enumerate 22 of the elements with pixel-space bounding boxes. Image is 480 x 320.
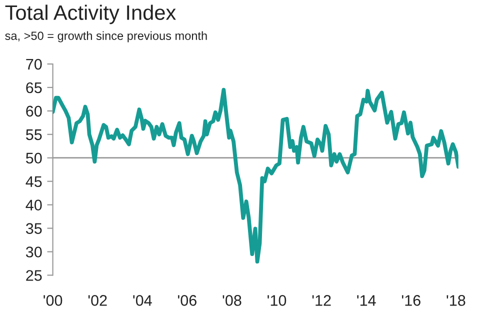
chart-subtitle: sa, >50 = growth since previous month <box>5 31 207 42</box>
x-tick-label: '16 <box>402 295 420 306</box>
y-tick-label: 25 <box>26 270 42 281</box>
x-tick-label: '00 <box>44 295 62 306</box>
y-tick-label: 30 <box>26 246 42 258</box>
x-tick-label: '12 <box>312 295 331 306</box>
x-tick-label: '02 <box>88 295 107 306</box>
x-tick-label: '14 <box>357 295 376 306</box>
y-tick-label: 70 <box>26 58 42 70</box>
y-tick-label: 60 <box>26 106 42 117</box>
x-tick-label: '04 <box>133 295 152 306</box>
y-tick-label: 45 <box>26 176 42 188</box>
y-tick-label: 35 <box>26 223 42 234</box>
y-tick-label: 65 <box>26 82 42 94</box>
y-tick-label: 55 <box>26 129 42 140</box>
y-tick-label: 50 <box>26 152 42 164</box>
y-tick-label: 40 <box>26 200 42 210</box>
chart-title: Total Activity Index <box>5 4 176 24</box>
x-tick-label: '10 <box>268 295 286 306</box>
x-tick-label: '18 <box>446 295 466 306</box>
x-tick-label: '08 <box>222 295 242 306</box>
x-tick-label: '06 <box>178 295 196 306</box>
